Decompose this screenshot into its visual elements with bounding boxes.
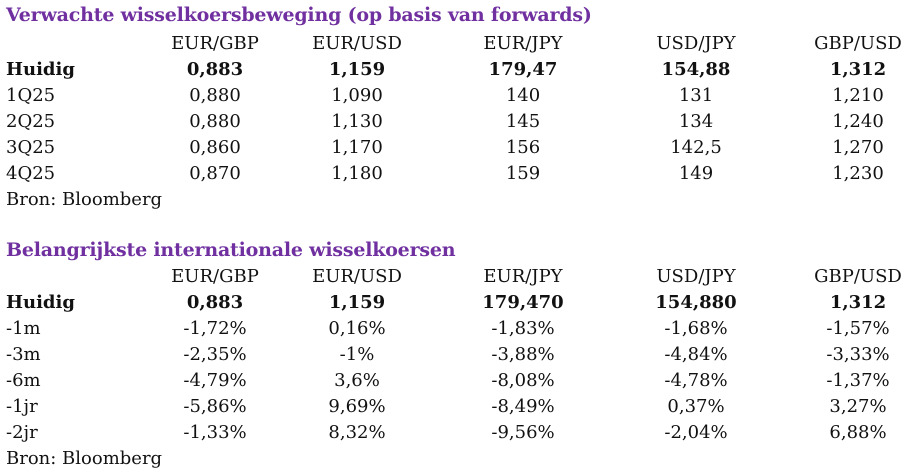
cell-value: -3,88% [491, 344, 555, 365]
cell-value: -4,78% [664, 370, 728, 391]
table-row: 3Q25 0,860 1,170 156 142,5 1,270 [0, 135, 910, 161]
cell-value: 0,883 [186, 292, 244, 313]
cell-value: -1,72% [183, 318, 247, 339]
cell-value: 1,159 [328, 292, 386, 313]
cell-value: 179,470 [482, 292, 564, 313]
cell-value: 9,69% [328, 396, 386, 417]
table-row: -1m -1,72% 0,16% -1,83% -1,68% -1,57% [0, 316, 910, 342]
cell-value: -2,04% [664, 422, 728, 443]
cell-value: -1,57% [826, 318, 890, 339]
cell-value: 159 [505, 163, 541, 184]
table-row: -6m -4,79% 3,6% -8,08% -4,78% -1,37% [0, 368, 910, 394]
forwards-header-row: EUR/GBP EUR/USD EUR/JPY USD/JPY GBP/USD [0, 31, 910, 57]
cell-value: 1,130 [331, 111, 383, 132]
column-header: EUR/USD [312, 266, 402, 287]
column-header: EUR/GBP [171, 33, 259, 54]
cell-value: 145 [505, 111, 541, 132]
cell-value: 1,210 [832, 85, 884, 106]
row-label: -1jr [6, 396, 38, 417]
cell-value: -5,86% [183, 396, 247, 417]
cell-value: -1,68% [664, 318, 728, 339]
cell-value: 3,6% [334, 370, 380, 391]
cell-value: 0,16% [328, 318, 386, 339]
cell-value: 1,159 [328, 59, 386, 80]
row-label: -1m [6, 318, 41, 339]
column-header: EUR/JPY [483, 266, 563, 287]
table-row: Huidig 0,883 1,159 179,47 154,88 1,312 [0, 57, 910, 83]
cell-value: 156 [505, 137, 541, 158]
cell-value: 134 [678, 111, 714, 132]
cell-value: 3,27% [829, 396, 887, 417]
cell-value: 154,880 [655, 292, 737, 313]
column-header: USD/JPY [656, 33, 736, 54]
table-row: -1jr -5,86% 9,69% -8,49% 0,37% 3,27% [0, 394, 910, 420]
cell-value: 8,32% [328, 422, 386, 443]
cell-value: 149 [678, 163, 714, 184]
column-header: EUR/USD [312, 33, 402, 54]
cell-value: -8,08% [491, 370, 555, 391]
row-label: -3m [6, 344, 41, 365]
row-label: 1Q25 [6, 85, 56, 106]
table-row: 2Q25 0,880 1,130 145 134 1,240 [0, 109, 910, 135]
cell-value: -1,83% [491, 318, 555, 339]
table-row: 4Q25 0,870 1,180 159 149 1,230 [0, 161, 910, 187]
row-label: 3Q25 [6, 137, 56, 158]
cell-value: -1% [339, 344, 375, 365]
row-label: 2Q25 [6, 111, 56, 132]
cell-value: 1,312 [829, 292, 887, 313]
cell-value: -1,33% [183, 422, 247, 443]
row-label: Huidig [6, 59, 75, 80]
rates-header-row: EUR/GBP EUR/USD EUR/JPY USD/JPY GBP/USD [0, 264, 910, 290]
cell-value: -2,35% [183, 344, 247, 365]
column-header: EUR/JPY [483, 33, 563, 54]
cell-value: 1,270 [832, 137, 884, 158]
cell-value: -3,33% [826, 344, 890, 365]
cell-value: -4,79% [183, 370, 247, 391]
row-label: -2jr [6, 422, 38, 443]
row-label: -6m [6, 370, 41, 391]
rates-source: Bron: Bloomberg [6, 448, 163, 469]
forwards-source: Bron: Bloomberg [6, 189, 163, 210]
column-header: USD/JPY [656, 266, 736, 287]
column-header: GBP/USD [814, 266, 902, 287]
cell-value: 6,88% [829, 422, 887, 443]
cell-value: 154,88 [661, 59, 731, 80]
cell-value: 1,170 [331, 137, 383, 158]
cell-value: 0,883 [186, 59, 244, 80]
cell-value: 0,870 [189, 163, 241, 184]
cell-value: 1,240 [832, 111, 884, 132]
cell-value: -9,56% [491, 422, 555, 443]
table-row: -3m -2,35% -1% -3,88% -4,84% -3,33% [0, 342, 910, 368]
cell-value: 1,312 [829, 59, 887, 80]
cell-value: 1,230 [832, 163, 884, 184]
cell-value: 1,090 [331, 85, 383, 106]
cell-value: -1,37% [826, 370, 890, 391]
cell-value: 0,37% [667, 396, 725, 417]
cell-value: 0,880 [189, 111, 241, 132]
table-row: 1Q25 0,880 1,090 140 131 1,210 [0, 83, 910, 109]
column-header: GBP/USD [814, 33, 902, 54]
cell-value: 131 [678, 85, 714, 106]
row-label: Huidig [6, 292, 75, 313]
cell-value: -4,84% [664, 344, 728, 365]
rates-title: Belangrijkste internationale wisselkoers… [6, 239, 456, 261]
cell-value: 0,880 [189, 85, 241, 106]
forwards-title: Verwachte wisselkoersbeweging (op basis … [6, 4, 592, 26]
column-header: EUR/GBP [171, 266, 259, 287]
cell-value: 179,47 [488, 59, 558, 80]
table-row: Huidig 0,883 1,159 179,470 154,880 1,312 [0, 290, 910, 316]
cell-value: 140 [505, 85, 541, 106]
table-row: -2jr -1,33% 8,32% -9,56% -2,04% 6,88% [0, 420, 910, 446]
cell-value: 142,5 [670, 137, 722, 158]
cell-value: 0,860 [189, 137, 241, 158]
row-label: 4Q25 [6, 163, 56, 184]
cell-value: -8,49% [491, 396, 555, 417]
cell-value: 1,180 [331, 163, 383, 184]
